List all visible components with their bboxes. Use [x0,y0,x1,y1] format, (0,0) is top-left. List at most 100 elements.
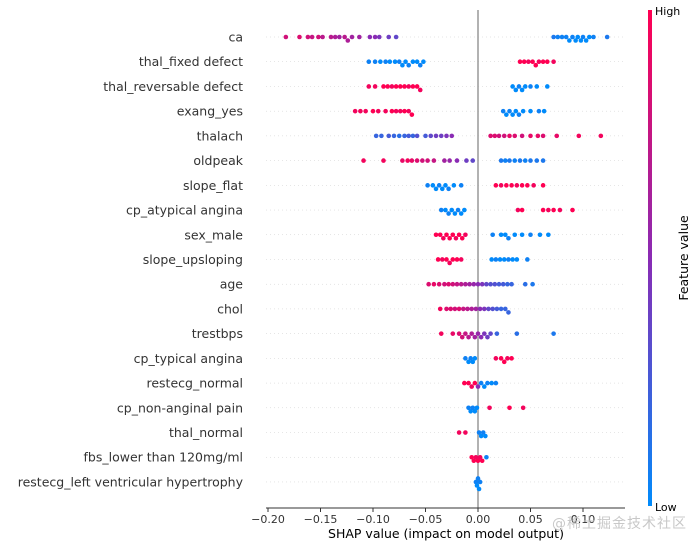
shap-point [283,34,289,40]
shap-point [517,59,523,65]
shap-point [500,281,506,287]
shap-point [528,108,533,114]
shap-point [485,334,490,340]
shap-point [402,133,407,139]
shap-point [309,34,315,40]
shap-point [469,384,475,389]
shap-point [358,108,363,114]
shap-point [525,257,530,262]
shap-point [406,84,412,89]
shap-point [463,232,468,238]
shap-point [391,133,397,139]
feature-label: chol [217,301,243,316]
shap-point [504,112,509,117]
shap-point [504,183,509,188]
feature-label: restecg_left ventricular hypertrophy [18,474,244,489]
shap-point [438,207,444,213]
shap-point [475,281,481,287]
shap-point [469,454,475,460]
shap-point [441,235,446,241]
shap-point [393,84,399,89]
shap-point [446,186,451,192]
shap-point [512,158,518,163]
shap-point [505,356,510,361]
shap-point [472,409,478,414]
shap-point [498,356,504,361]
shap-point [454,257,460,262]
shap-point [393,108,399,114]
shap-point [492,133,498,139]
shap-point [501,359,507,365]
shap-point [373,133,379,139]
shap-point [534,84,540,89]
shap-point [398,84,403,89]
shap-point [534,158,540,163]
shap-point [604,34,610,40]
shap-point [551,34,556,40]
shap-point [458,257,464,262]
shap-point [512,133,518,139]
shap-point [447,260,452,266]
shap-point [475,331,481,336]
shap-point [479,458,485,464]
shap-point [492,281,498,287]
shap-point [515,207,521,213]
shap-point [540,59,546,65]
shap-point [519,207,525,213]
shap-point [591,34,596,40]
shap-point [551,207,556,213]
shap-point [528,84,533,89]
shap-point [520,405,526,411]
shap-point [528,158,533,163]
shap-point [507,133,512,139]
shap-point [484,281,489,287]
shap-point [509,281,514,287]
shap-point [522,158,528,163]
shap-point [433,133,439,139]
shap-point [473,479,479,485]
shap-point [449,133,455,139]
shap-point [501,257,507,262]
shap-point [540,158,546,163]
shap-point [461,306,466,312]
shap-point [409,158,415,163]
shap-point [526,59,531,65]
feature-label: slope_upsloping [143,252,243,267]
shap-point [410,59,416,65]
shap-point [507,405,512,411]
shap-point [396,59,402,65]
shap-point [450,281,456,287]
shap-point [486,306,491,312]
shap-point [378,59,383,65]
shap-point [410,133,416,139]
shap-point [514,183,520,188]
shap-point [455,207,461,213]
shap-point [400,158,405,163]
shap-point [530,59,535,65]
shap-point [490,232,496,238]
shap-point [409,112,415,117]
shap-point [537,232,543,238]
shap-point [414,158,420,163]
shap-point [475,458,481,464]
shap-point [433,232,439,238]
shap-point [456,430,462,435]
shap-point [573,38,578,43]
shap-point [507,108,512,114]
shap-point [466,359,471,365]
shap-point [551,331,556,336]
shap-point [396,133,402,139]
shap-point [437,306,443,312]
shap-point [496,281,502,287]
feature-label: thal_fixed defect [139,54,243,69]
shap-point [519,232,525,238]
feature-label: thalach [197,128,243,143]
shap-point [478,380,484,386]
shap-point [464,158,469,163]
colorbar-low-label: Low [655,501,677,514]
shap-point [385,84,391,89]
shap-point [443,183,448,188]
shap-point [509,356,514,361]
shap-point [443,207,448,213]
shap-point [484,454,489,460]
